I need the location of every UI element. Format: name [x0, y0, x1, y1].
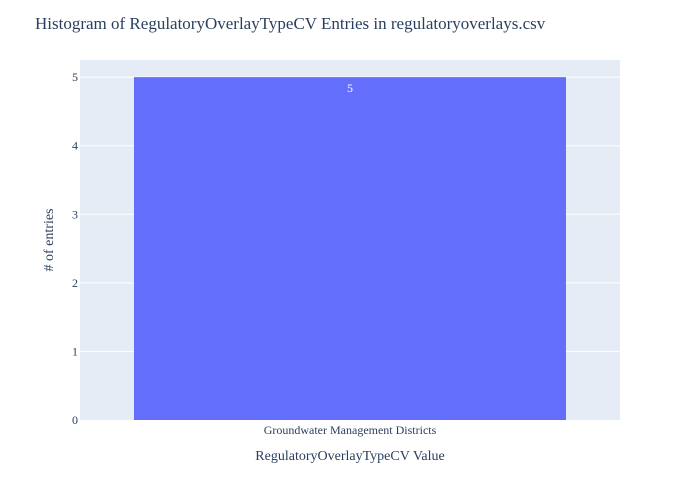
x-tick-label: Groundwater Management Districts [264, 423, 437, 437]
bar-value-label: 5 [347, 81, 353, 95]
y-tick-label: 4 [72, 139, 78, 153]
x-tick-labels: Groundwater Management Districts [264, 423, 437, 437]
y-tick-labels: 0 1 2 3 4 5 [72, 70, 78, 427]
bar [134, 77, 566, 421]
y-tick-label: 5 [72, 70, 78, 84]
data-labels: 5 [347, 81, 353, 95]
y-tick-label: 3 [72, 207, 78, 221]
y-tick-label: 2 [72, 276, 78, 290]
y-axis-title: # of entries [42, 209, 57, 272]
x-axis-title: RegulatoryOverlayTypeCV Value [255, 449, 444, 464]
y-tick-label: 1 [72, 344, 78, 358]
y-tick-label: 0 [72, 413, 78, 427]
chart-title: Histogram of RegulatoryOverlayTypeCV Ent… [35, 14, 546, 33]
bars [134, 77, 566, 421]
